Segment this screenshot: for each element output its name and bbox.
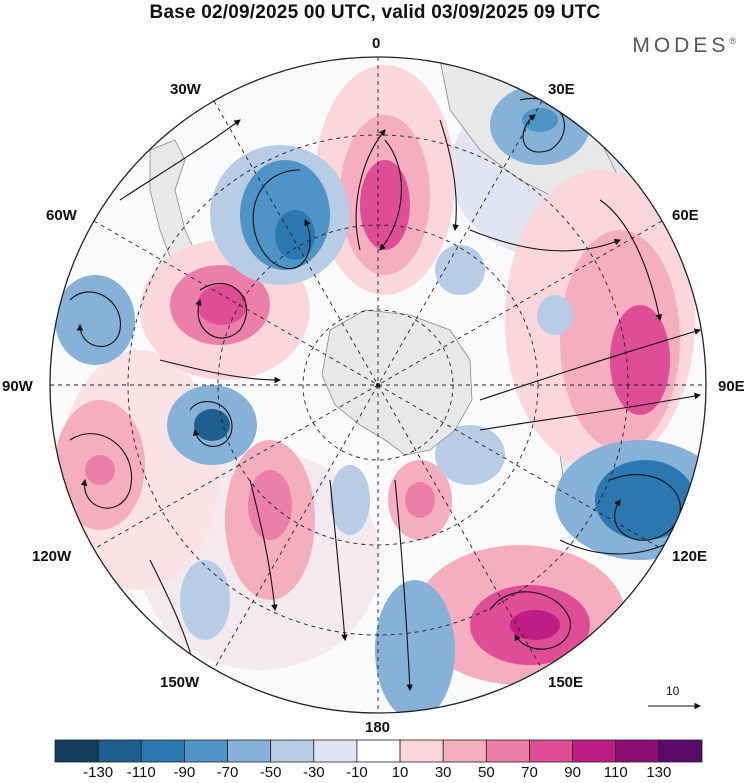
lon-label-180: 180 — [365, 719, 391, 736]
colorbar-tick-label: 90 — [564, 764, 581, 781]
colorbar-swatch — [183, 739, 228, 763]
colorbar-swatch — [270, 739, 315, 763]
colorbar-swatch — [227, 739, 272, 763]
south-pole-marker — [376, 383, 380, 387]
colorbar-tick-label: -130 — [83, 764, 114, 781]
colorbar-swatch — [356, 739, 401, 763]
colorbar-swatch — [97, 739, 142, 763]
brand-logo: MODES® — [632, 34, 736, 57]
colorbar-swatch — [313, 739, 358, 763]
colorbar-swatch — [54, 739, 99, 763]
colorbar-tick-label: 70 — [521, 764, 538, 781]
colorbar-swatch — [399, 739, 444, 763]
lon-label-30w: 30W — [170, 81, 201, 98]
map-title: Base 02/09/2025 00 UTC, valid 03/09/2025… — [149, 2, 601, 23]
colorbar — [54, 739, 703, 763]
colorbar-tick-label: -110 — [126, 764, 156, 781]
lon-label-0: 0 — [372, 35, 381, 52]
lon-label-150e: 150E — [548, 674, 584, 691]
colorbar-swatch — [658, 739, 703, 763]
colorbar-tick-label: -50 — [259, 764, 282, 781]
lon-label-90e: 90E — [718, 378, 745, 395]
colorbar-swatch — [615, 739, 660, 763]
colorbar-tick-label: 110 — [603, 764, 628, 781]
colorbar-swatch — [529, 739, 574, 763]
colorbar-tick-label: 130 — [646, 764, 672, 781]
lon-label-120e: 120E — [672, 548, 708, 565]
colorbar-tick-label: -30 — [302, 764, 325, 781]
colorbar-swatch — [485, 739, 530, 763]
colorbar-swatch — [140, 739, 185, 763]
colorbar-tick-label: -90 — [173, 764, 196, 781]
lon-label-60w: 60W — [46, 207, 77, 224]
colorbar-tick-label: -70 — [216, 764, 239, 781]
lon-label-90w: 90W — [2, 378, 33, 395]
reference-vector-label: 10 — [666, 684, 680, 698]
lon-label-60e: 60E — [672, 207, 699, 224]
colorbar-tick-label: 30 — [434, 764, 452, 781]
colorbar-tick-label: 50 — [477, 764, 495, 781]
colorbar-swatch — [572, 739, 617, 763]
lon-label-30e: 30E — [548, 81, 575, 98]
map-boundary — [49, 56, 707, 714]
colorbar-tick-label: 10 — [391, 764, 409, 781]
colorbar-swatch — [442, 739, 487, 763]
lon-label-120w: 120W — [32, 548, 72, 565]
colorbar-tick-label: -10 — [346, 764, 368, 781]
lon-label-150w: 150W — [160, 674, 200, 691]
